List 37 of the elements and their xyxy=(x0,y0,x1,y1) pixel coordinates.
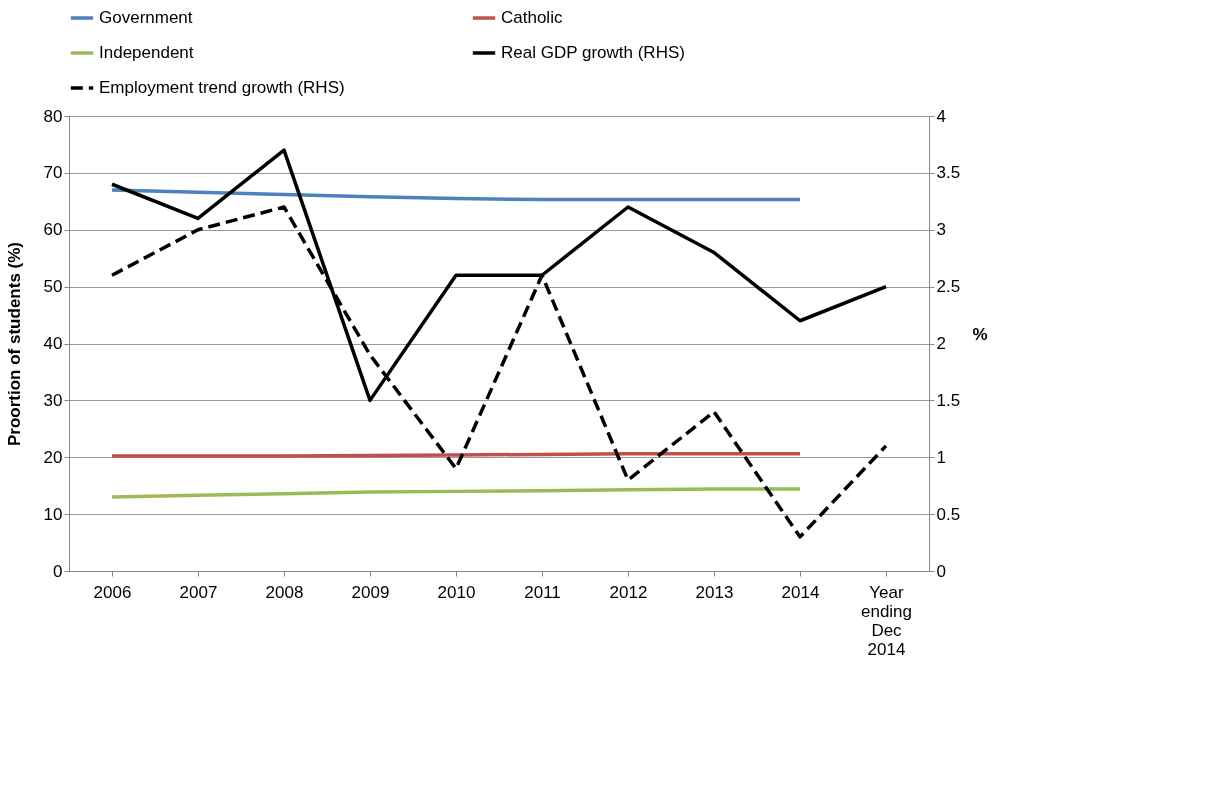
legend-label: Employment trend growth (RHS) xyxy=(99,78,345,97)
x-tick-label: Year ending Dec 2014 xyxy=(860,582,913,659)
y2-tick-label: 0 xyxy=(936,561,946,581)
y2-tick-label: 2 xyxy=(936,334,946,353)
y2-axis-title: % xyxy=(972,325,988,344)
y-tick-label: 0 xyxy=(53,561,63,581)
legend-label: Real GDP growth (RHS) xyxy=(501,43,685,62)
x-tick-label: 2006 xyxy=(93,582,132,602)
y2-tick-label: 3.5 xyxy=(936,163,961,183)
y2-tick-label: 0.5 xyxy=(936,504,961,524)
y2-tick-label: 3 xyxy=(936,220,946,240)
y2-tick-label: 4 xyxy=(936,106,946,126)
x-tick-label: 2007 xyxy=(179,582,218,602)
y2-tick-label: 1 xyxy=(936,447,946,467)
y-tick-label: 70 xyxy=(43,163,63,183)
y-tick-label: 50 xyxy=(43,277,63,297)
x-tick-label: 2012 xyxy=(609,582,648,602)
x-tick-label: 2010 xyxy=(437,582,476,602)
legend-label: Independent xyxy=(99,43,194,62)
legend-label: Catholic xyxy=(501,8,563,27)
x-tick-label: 2014 xyxy=(781,582,820,602)
y-tick-label: 20 xyxy=(43,447,63,467)
legend-label: Government xyxy=(99,8,193,27)
x-tick-label: 2009 xyxy=(351,582,390,602)
y-tick-label: 30 xyxy=(43,390,63,410)
y-axis-title: Proortion of students (%) xyxy=(4,242,24,446)
y-tick-label: 40 xyxy=(43,334,63,353)
y-tick-label: 80 xyxy=(43,106,63,126)
y-tick-label: 60 xyxy=(43,220,63,240)
y-tick-label: 10 xyxy=(43,504,63,524)
x-tick-label: 2013 xyxy=(695,582,734,602)
line-series xyxy=(110,188,802,202)
y2-tick-label: 1.5 xyxy=(936,390,961,410)
y2-tick-label: 2.5 xyxy=(936,277,961,297)
line-series xyxy=(110,487,802,499)
x-tick-label: 2008 xyxy=(265,582,304,602)
x-tick-label: 2011 xyxy=(524,582,561,602)
